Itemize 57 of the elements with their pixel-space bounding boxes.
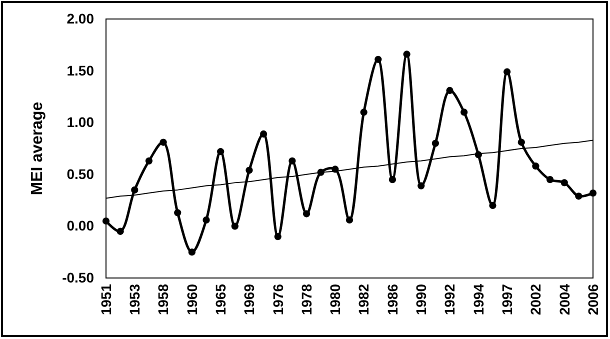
x-tick-label: 2006 xyxy=(584,284,601,316)
point xyxy=(260,130,268,138)
point xyxy=(188,248,196,256)
x-tick-label: 1978 xyxy=(298,284,314,316)
x-tick-label: 1960 xyxy=(184,284,200,316)
x-tick-label: 1986 xyxy=(384,284,400,316)
point xyxy=(403,50,410,58)
y-tick-label: 2.00 xyxy=(66,10,94,26)
x-tick-label: 1994 xyxy=(470,284,486,316)
x-tick-label: 1990 xyxy=(413,284,430,316)
point xyxy=(546,176,554,184)
point xyxy=(202,216,210,224)
point xyxy=(274,233,282,240)
y-tick-label: 0.50 xyxy=(66,166,94,182)
point xyxy=(518,138,525,146)
point xyxy=(288,157,296,164)
x-tick-label: 1951 xyxy=(98,284,114,316)
point xyxy=(160,138,167,146)
point xyxy=(489,202,496,210)
point xyxy=(388,176,396,184)
x-tick-label: 1965 xyxy=(212,284,228,316)
x-tick-label: 2004 xyxy=(556,284,572,316)
point xyxy=(418,182,425,190)
point xyxy=(374,56,382,63)
x-tick-label: 1997 xyxy=(498,284,515,316)
point xyxy=(589,189,597,197)
point xyxy=(217,148,224,156)
x-tick-label: 1958 xyxy=(155,284,172,316)
point xyxy=(503,68,511,76)
point xyxy=(360,108,368,116)
x-tick-label: 1980 xyxy=(327,284,344,316)
point xyxy=(131,186,138,194)
x-tick-label: 2002 xyxy=(528,284,544,316)
point xyxy=(231,222,238,230)
x-tick-label: 1982 xyxy=(356,284,372,316)
point xyxy=(432,140,440,147)
point xyxy=(532,162,540,170)
x-tick-label: 1992 xyxy=(442,284,458,316)
point xyxy=(302,210,310,218)
point xyxy=(174,209,182,216)
x-tick-label: 1976 xyxy=(270,284,286,316)
y-tick-label: -0.50 xyxy=(62,269,94,286)
y-tick-label: 0.00 xyxy=(66,218,94,234)
point xyxy=(575,192,582,200)
y-axis-title: MEI average xyxy=(29,102,46,196)
point xyxy=(460,108,468,116)
x-tick-label: 1953 xyxy=(126,284,143,316)
point xyxy=(102,217,110,225)
y-tick-label: 1.50 xyxy=(66,62,94,78)
point xyxy=(446,86,454,94)
point xyxy=(246,166,253,174)
x-tick-label: 1969 xyxy=(241,284,258,316)
point xyxy=(116,228,124,235)
point xyxy=(145,157,153,164)
point xyxy=(346,216,354,224)
point xyxy=(560,179,568,186)
y-tick-label: 1.00 xyxy=(66,114,94,130)
